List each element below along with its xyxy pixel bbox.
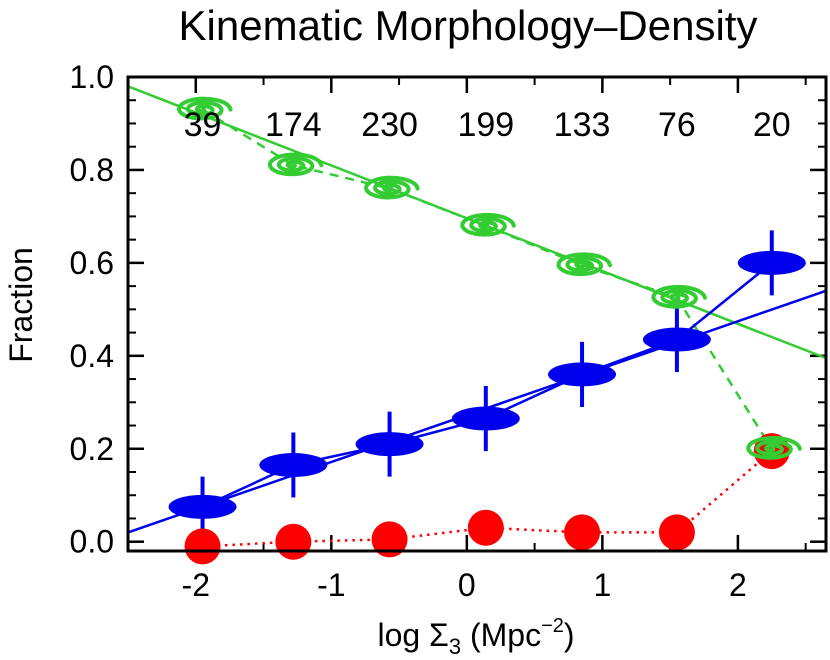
x-tick-label: 0 [458, 567, 476, 603]
y-axis-label: Fraction [3, 247, 39, 363]
data-point-ellipse [259, 453, 328, 478]
data-point-spiral [746, 435, 802, 460]
data-point-spiral [267, 152, 324, 177]
chart-title: Kinematic Morphology–Density [179, 2, 758, 49]
x-tick-label: -1 [317, 567, 345, 603]
count-labels: 39 174 230 199 133 76 20 [184, 106, 791, 144]
x-axis-label-sup: −2 [541, 615, 564, 637]
y-tick-label: 0.2 [70, 431, 114, 467]
count-label: 133 [554, 106, 611, 144]
data-point-spiral [460, 212, 516, 237]
data-point-spiral [556, 252, 612, 277]
data-point-circle [564, 514, 601, 551]
y-tick-label: 1.0 [70, 59, 114, 95]
markers [168, 96, 806, 565]
count-label: 76 [658, 106, 696, 144]
count-label: 199 [457, 106, 514, 144]
data-point-ellipse [548, 362, 617, 387]
count-label: 20 [753, 106, 791, 144]
fit-lines [127, 85, 827, 534]
data-point-ellipse [737, 250, 806, 275]
data-point-spiral [364, 175, 420, 200]
count-label: 174 [265, 106, 322, 144]
x-tick-label: 2 [729, 567, 747, 603]
data-point-ellipse [642, 327, 711, 352]
data-point-circle [275, 523, 312, 560]
data-point-spiral [651, 284, 707, 309]
x-axis-label: log Σ3 (Mpc−2) [377, 615, 574, 659]
data-point-circle [184, 528, 221, 565]
y-tick-label: 0.6 [70, 245, 114, 281]
data-point-circle [371, 521, 408, 558]
count-label: 230 [361, 106, 418, 144]
x-axis-label-sub: 3 [449, 634, 461, 659]
data-point-ellipse [355, 432, 424, 457]
data-point-circle [658, 514, 695, 551]
data-point-circle [467, 509, 504, 546]
x-tick-label: 1 [593, 567, 611, 603]
x-tick-label: -2 [182, 567, 210, 603]
data-point-ellipse [168, 494, 237, 519]
error-bars [200, 230, 774, 538]
data-point-spiral [176, 96, 233, 121]
y-tick-label: 0.8 [70, 152, 114, 188]
plot-frame [126, 75, 828, 553]
x-axis-label-mid: (Mpc [461, 617, 541, 653]
y-tick-label: 0.4 [70, 338, 114, 374]
data-point-ellipse [451, 406, 520, 431]
x-axis-label-prefix: log Σ [377, 617, 448, 653]
count-label: 39 [184, 106, 222, 144]
x-axis-label-suffix: ) [564, 617, 575, 653]
y-tick-label: 0.0 [70, 524, 114, 560]
